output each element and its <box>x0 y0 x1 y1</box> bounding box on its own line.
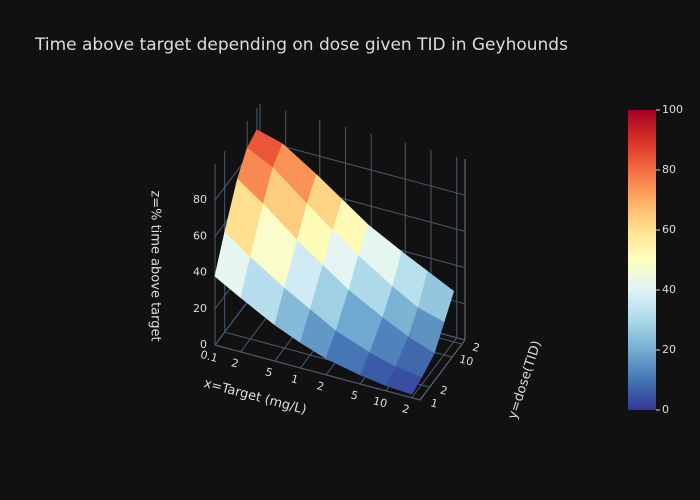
colorbar-tick-label: 40 <box>662 283 676 296</box>
surface-patch <box>385 366 422 395</box>
y-tick-label: 10 <box>458 353 475 369</box>
x-tick-label: 10 <box>372 394 389 410</box>
y-tick-label: 1 <box>429 396 439 410</box>
x-tick-label: 0.1 <box>199 348 219 365</box>
axis-edge <box>419 339 466 401</box>
colorbar-tick-label: 100 <box>662 103 683 116</box>
chart-title: Time above target depending on dose give… <box>34 35 568 55</box>
x-tick-label: 1 <box>290 372 300 386</box>
z-tick-label: 0 <box>200 338 207 351</box>
x-tick-label: 5 <box>264 365 274 379</box>
y-tick-label: 2 <box>439 383 449 397</box>
x-tick-label: 5 <box>349 388 359 402</box>
z-tick-label: 40 <box>193 266 207 279</box>
z-axis-title: z=% time above target <box>148 190 163 341</box>
colorbar-tick-label: 0 <box>662 403 669 416</box>
x-tick-label: 2 <box>401 402 411 416</box>
z-tick-label: 60 <box>193 229 207 242</box>
x-tick-label: 2 <box>230 356 240 370</box>
z-tick-label: 80 <box>193 193 207 206</box>
x-grid-line <box>411 337 458 399</box>
colorbar-tick-label: 80 <box>662 163 676 176</box>
y-tick-label: 2 <box>471 340 481 354</box>
y-grid-line <box>214 344 421 401</box>
colorbar-tick-label: 20 <box>662 343 676 356</box>
z-grid-line <box>259 139 466 196</box>
colorbar <box>628 110 656 410</box>
x-tick-label: 2 <box>315 379 325 393</box>
colorbar-tick-label: 60 <box>662 223 676 236</box>
z-tick-label: 20 <box>193 302 207 315</box>
